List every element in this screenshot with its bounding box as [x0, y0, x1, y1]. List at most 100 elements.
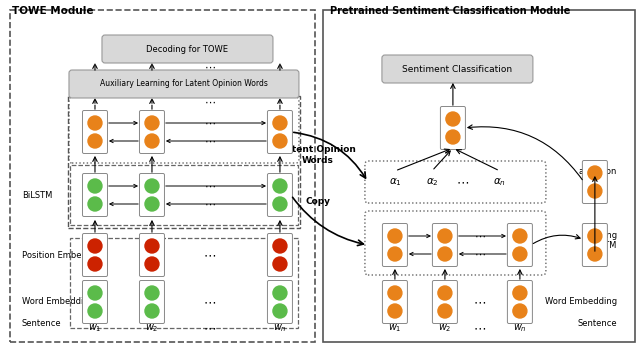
Circle shape: [446, 130, 460, 144]
Circle shape: [88, 134, 102, 148]
Text: Word Embedding: Word Embedding: [22, 298, 94, 307]
Text: $\cdots$: $\cdots$: [204, 136, 216, 146]
FancyBboxPatch shape: [83, 233, 108, 276]
Text: BiLSTM: BiLSTM: [586, 240, 617, 250]
Text: $\cdots$: $\cdots$: [204, 181, 216, 191]
FancyBboxPatch shape: [83, 280, 108, 323]
FancyBboxPatch shape: [508, 280, 532, 323]
Text: Latent Opinion
Words: Latent Opinion Words: [280, 145, 356, 165]
FancyBboxPatch shape: [10, 10, 315, 342]
Circle shape: [588, 247, 602, 261]
Circle shape: [446, 112, 460, 126]
Text: attention: attention: [579, 168, 617, 176]
Circle shape: [273, 257, 287, 271]
Circle shape: [273, 304, 287, 318]
Text: $\cdots$: $\cdots$: [204, 118, 216, 128]
Circle shape: [273, 239, 287, 253]
Circle shape: [145, 239, 159, 253]
Circle shape: [388, 304, 402, 318]
Text: $\cdots$: $\cdots$: [204, 62, 216, 72]
Circle shape: [438, 247, 452, 261]
Circle shape: [88, 239, 102, 253]
Circle shape: [388, 247, 402, 261]
FancyBboxPatch shape: [365, 161, 546, 203]
Circle shape: [438, 286, 452, 300]
Circle shape: [513, 229, 527, 243]
Text: TOWE Module: TOWE Module: [12, 6, 93, 16]
FancyBboxPatch shape: [140, 111, 164, 154]
FancyBboxPatch shape: [140, 233, 164, 276]
Text: $\alpha_n$: $\alpha_n$: [493, 176, 506, 188]
Circle shape: [513, 247, 527, 261]
Text: Copy: Copy: [305, 197, 330, 206]
FancyBboxPatch shape: [323, 10, 635, 342]
Text: Pretrained Sentiment Classification Module: Pretrained Sentiment Classification Modu…: [330, 6, 570, 16]
Text: $\cdots$: $\cdots$: [204, 295, 216, 308]
Text: $w_1$: $w_1$: [388, 322, 402, 334]
Text: Sentence: Sentence: [577, 319, 617, 328]
Text: pooling: pooling: [586, 231, 617, 239]
FancyBboxPatch shape: [83, 111, 108, 154]
FancyBboxPatch shape: [83, 174, 108, 217]
Circle shape: [145, 257, 159, 271]
FancyBboxPatch shape: [268, 111, 292, 154]
Text: $\cdots$: $\cdots$: [474, 295, 486, 308]
FancyBboxPatch shape: [508, 224, 532, 266]
Text: $\cdots$: $\cdots$: [204, 321, 216, 334]
FancyBboxPatch shape: [365, 211, 546, 275]
Circle shape: [88, 116, 102, 130]
Circle shape: [513, 286, 527, 300]
Text: $w_n$: $w_n$: [513, 322, 527, 334]
Circle shape: [438, 304, 452, 318]
Text: Position Embedding: Position Embedding: [22, 251, 106, 259]
Circle shape: [88, 179, 102, 193]
Text: $\cdots$: $\cdots$: [456, 175, 470, 189]
Text: $w_2$: $w_2$: [145, 322, 159, 334]
Circle shape: [88, 197, 102, 211]
Circle shape: [273, 134, 287, 148]
FancyBboxPatch shape: [69, 97, 299, 163]
Circle shape: [588, 184, 602, 198]
Circle shape: [145, 286, 159, 300]
FancyBboxPatch shape: [140, 174, 164, 217]
Text: $\cdots$: $\cdots$: [474, 231, 486, 241]
Circle shape: [145, 197, 159, 211]
FancyBboxPatch shape: [70, 238, 298, 328]
Circle shape: [88, 286, 102, 300]
Text: $\alpha_2$: $\alpha_2$: [426, 176, 438, 188]
Circle shape: [273, 179, 287, 193]
FancyBboxPatch shape: [383, 224, 408, 266]
Text: $\cdots$: $\cdots$: [204, 199, 216, 209]
Circle shape: [273, 197, 287, 211]
Circle shape: [588, 229, 602, 243]
Circle shape: [438, 229, 452, 243]
Circle shape: [273, 116, 287, 130]
Text: Decoding for TOWE: Decoding for TOWE: [146, 44, 228, 54]
FancyBboxPatch shape: [582, 224, 607, 266]
FancyBboxPatch shape: [440, 106, 465, 149]
Circle shape: [588, 166, 602, 180]
Text: Sentence: Sentence: [22, 319, 61, 328]
Circle shape: [513, 304, 527, 318]
Text: $w_2$: $w_2$: [438, 322, 452, 334]
Circle shape: [145, 179, 159, 193]
FancyBboxPatch shape: [140, 280, 164, 323]
Text: $\alpha_1$: $\alpha_1$: [388, 176, 401, 188]
Circle shape: [88, 257, 102, 271]
FancyBboxPatch shape: [383, 280, 408, 323]
FancyBboxPatch shape: [70, 165, 298, 225]
FancyBboxPatch shape: [433, 280, 458, 323]
Circle shape: [145, 116, 159, 130]
Text: $w_1$: $w_1$: [88, 322, 102, 334]
FancyBboxPatch shape: [69, 70, 299, 98]
Text: Auxiliary Learning for Latent Opinion Words: Auxiliary Learning for Latent Opinion Wo…: [100, 79, 268, 89]
Text: Word Embedding: Word Embedding: [545, 298, 617, 307]
FancyBboxPatch shape: [268, 233, 292, 276]
Text: $\cdots$: $\cdots$: [204, 97, 216, 107]
Text: $w_n$: $w_n$: [273, 322, 287, 334]
FancyBboxPatch shape: [582, 161, 607, 203]
Circle shape: [145, 134, 159, 148]
FancyBboxPatch shape: [102, 35, 273, 63]
Circle shape: [273, 286, 287, 300]
Text: $\cdots$: $\cdots$: [204, 248, 216, 261]
